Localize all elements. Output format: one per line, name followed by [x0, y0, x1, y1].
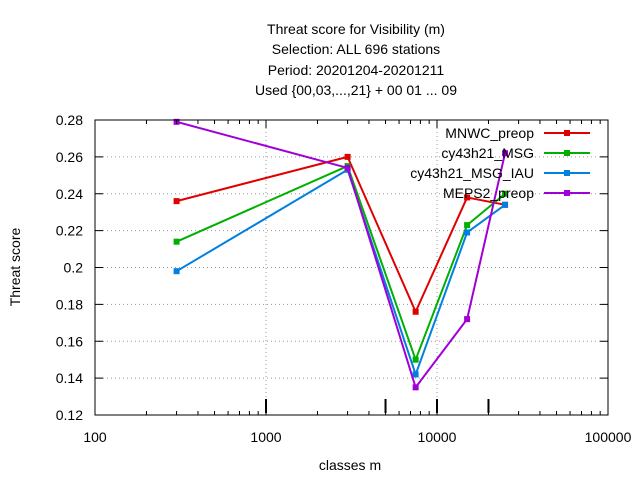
data-point	[464, 316, 471, 323]
x-tick-label: 1000	[250, 429, 281, 445]
extra-axis-marks	[265, 399, 490, 413]
chart-title: Threat score for Visibility (m) Selectio…	[255, 21, 457, 98]
y-tick-label: 0.26	[56, 149, 83, 165]
legend-label-cy43h21_MSG_IAU: cy43h21_MSG_IAU	[410, 165, 534, 181]
y-tick-label: 0.24	[56, 186, 83, 202]
legend: MNWC_preop cy43h21_MSG cy43h21_MSG_IAU MEPS…	[410, 125, 590, 201]
data-point	[173, 268, 180, 275]
x-tick-label: 10000	[418, 429, 457, 445]
y-tick-label: 0.2	[64, 260, 84, 276]
data-point	[412, 384, 419, 391]
data-point	[412, 371, 419, 378]
data-point	[464, 222, 471, 229]
grid	[95, 120, 608, 415]
x-tick-label: 100000	[585, 429, 632, 445]
y-tick-label: 0.22	[56, 223, 83, 239]
chart-title-line-2: Selection: ALL 696 stations	[272, 41, 440, 57]
data-point	[502, 150, 509, 157]
data-point	[502, 190, 509, 197]
axis-ticks: 0.12 0.14 0.16 0.18 0.2 0.22 0.24 0.26 0.28 100 10…	[56, 112, 632, 445]
data-point	[173, 238, 180, 245]
data-point	[344, 164, 351, 171]
data-point	[412, 356, 419, 363]
data-point	[412, 308, 419, 315]
y-tick-label: 0.18	[56, 296, 83, 312]
y-tick-label: 0.16	[56, 333, 83, 349]
y-axis-label: Threat score	[7, 227, 23, 306]
data-point	[344, 153, 351, 160]
x-axis-label: classes m	[319, 457, 381, 473]
legend-swatch-marker	[564, 190, 570, 196]
legend-swatch-marker	[564, 130, 570, 136]
chart-title-line-1: Threat score for Visibility (m)	[267, 21, 445, 37]
plot-series	[173, 118, 509, 391]
chart-title-line-4: Used {00,03,...,21} + 00 01 ... 09	[255, 82, 457, 98]
y-tick-label: 0.12	[56, 407, 83, 423]
legend-swatch-marker	[564, 150, 570, 156]
legend-label-MNWC_preop: MNWC_preop	[445, 125, 534, 141]
data-point	[173, 198, 180, 205]
data-point	[464, 194, 471, 201]
x-tick-label: 100	[83, 429, 107, 445]
data-point	[502, 201, 509, 208]
legend-label-MEPS2_preop: MEPS2_preop	[443, 185, 534, 201]
chart-title-line-3: Period: 20201204-20201211	[268, 62, 445, 78]
data-point	[464, 229, 471, 236]
y-tick-label: 0.28	[56, 112, 83, 128]
legend-swatch-marker	[564, 170, 570, 176]
y-tick-label: 0.14	[56, 370, 83, 386]
legend-label-cy43h21_MSG: cy43h21_MSG	[441, 145, 534, 161]
